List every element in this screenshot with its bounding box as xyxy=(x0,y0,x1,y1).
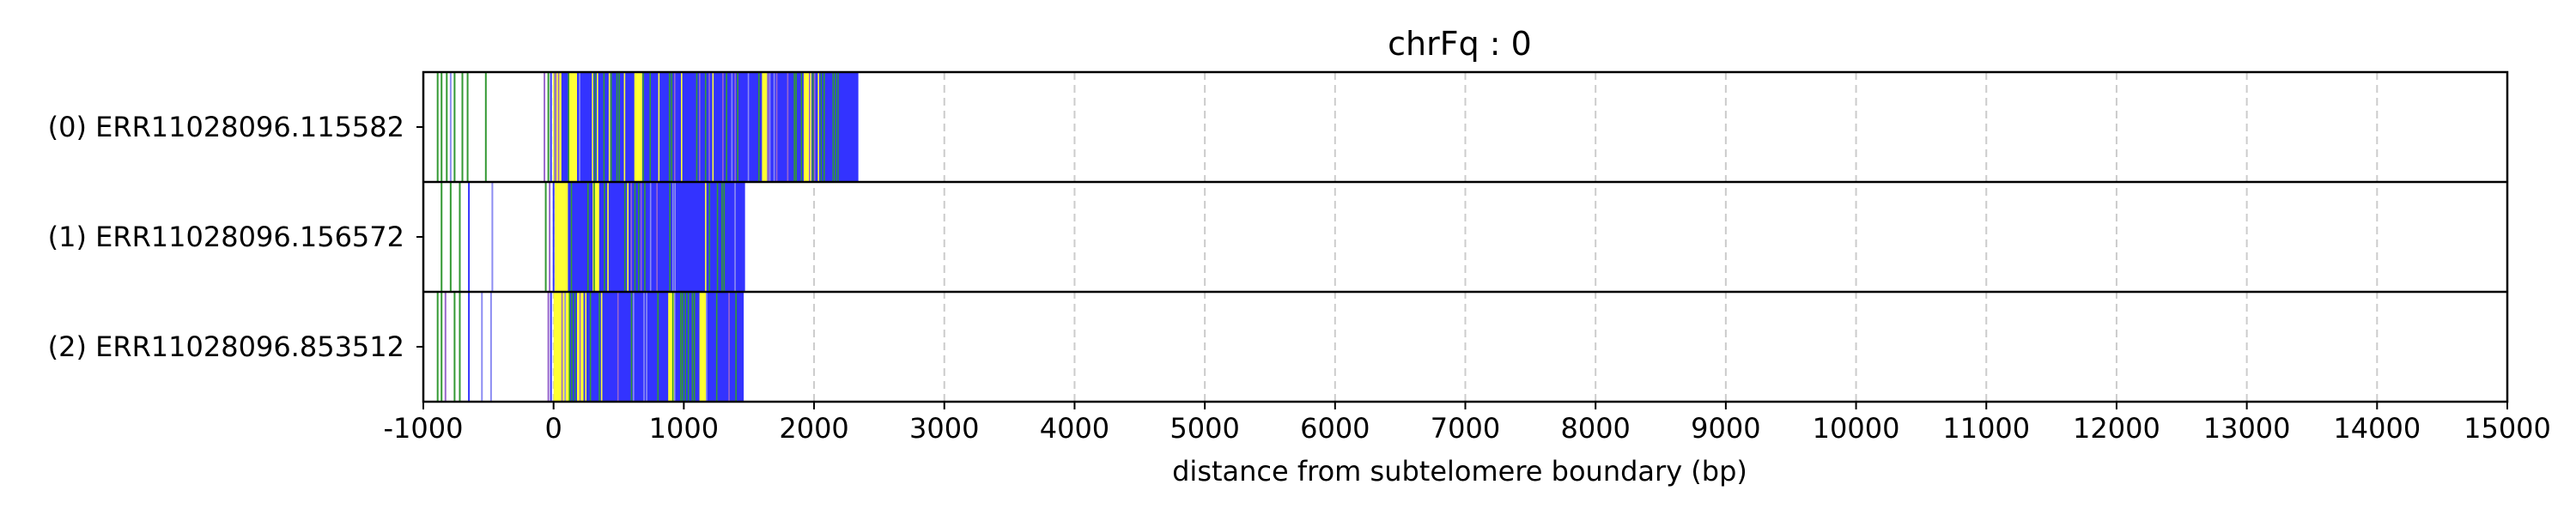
chart-title: chrFq : 0 xyxy=(1388,25,1532,63)
x-tick-label: 11000 xyxy=(1942,412,2030,445)
read-track-0 xyxy=(436,72,859,182)
yellow-run xyxy=(699,292,707,402)
x-tick-label: 0 xyxy=(545,412,562,445)
x-tick-label: 12000 xyxy=(2073,412,2160,445)
x-tick-label: 6000 xyxy=(1300,412,1370,445)
row-labels: (0) ERR11028096.115582 (1) ERR11028096.15… xyxy=(48,111,423,363)
x-tick-label: 8000 xyxy=(1560,412,1630,445)
x-axis-ticks: -1000 0 1000 2000 3000 4000 5000 6000 7000 8000 90… xyxy=(384,402,2551,445)
read-track-1 xyxy=(440,182,745,292)
yellow-run xyxy=(592,182,599,292)
x-tick-label: 1000 xyxy=(649,412,719,445)
read-tracks xyxy=(436,72,859,402)
x-tick-label: 3000 xyxy=(909,412,979,445)
x-tick-label: 10000 xyxy=(1813,412,1900,445)
x-axis-label: distance from subtelomere boundary (bp) xyxy=(1172,455,1747,488)
row-label: (2) ERR11028096.853512 xyxy=(48,330,404,363)
yellow-run xyxy=(668,292,675,402)
x-tick-label: 7000 xyxy=(1431,412,1500,445)
x-tick-label: -1000 xyxy=(384,412,464,445)
read-track-2 xyxy=(436,292,744,402)
read-block xyxy=(558,182,745,292)
yellow-run xyxy=(568,72,577,182)
x-tick-label: 14000 xyxy=(2333,412,2421,445)
row-label: (0) ERR11028096.115582 xyxy=(48,111,404,143)
x-tick-label: 2000 xyxy=(779,412,848,445)
yellow-run xyxy=(803,72,812,182)
yellow-run xyxy=(555,182,568,292)
x-tick-label: 5000 xyxy=(1170,412,1239,445)
row-label: (1) ERR11028096.156572 xyxy=(48,221,404,253)
yellow-run xyxy=(762,72,768,182)
yellow-run xyxy=(634,72,642,182)
x-tick-label: 15000 xyxy=(2464,412,2551,445)
x-tick-label: 13000 xyxy=(2203,412,2291,445)
x-tick-label: 4000 xyxy=(1040,412,1109,445)
x-tick-label: 9000 xyxy=(1691,412,1760,445)
